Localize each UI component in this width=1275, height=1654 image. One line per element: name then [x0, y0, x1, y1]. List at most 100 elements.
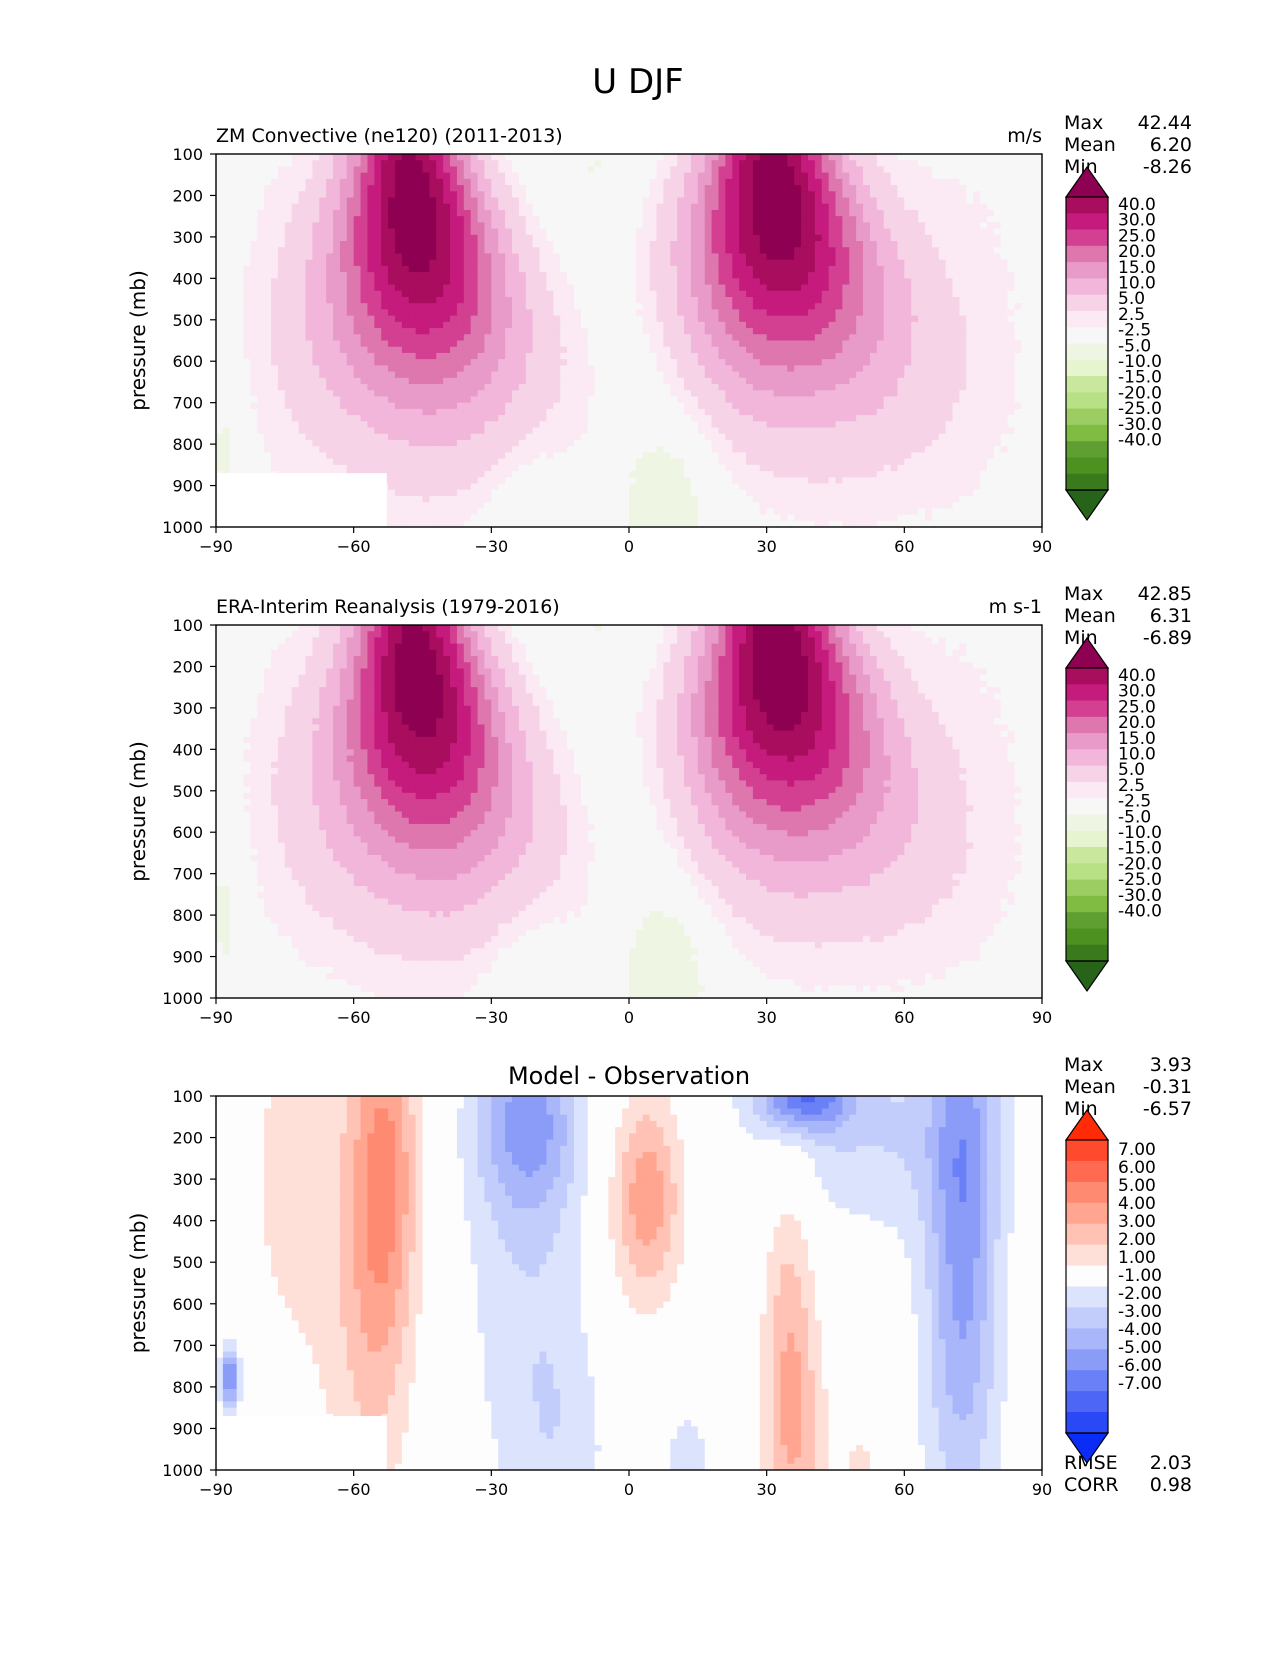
contour-cell — [725, 315, 733, 323]
contour-cell — [704, 259, 713, 267]
contour-cell — [863, 377, 871, 385]
contour-cell — [236, 352, 245, 360]
contour-cell — [732, 284, 740, 292]
contour-cell — [670, 371, 678, 379]
contour-cell — [229, 178, 238, 186]
contour-cell — [525, 222, 534, 230]
contour-cell — [828, 172, 837, 180]
contour-cell — [780, 228, 788, 236]
contour-cell — [505, 166, 513, 174]
contour-cell — [752, 315, 761, 323]
contour-cell — [966, 371, 974, 379]
contour-cell — [498, 309, 506, 317]
contour-cell — [656, 371, 665, 379]
contour-cell — [381, 390, 389, 398]
contour-cell — [257, 290, 265, 298]
contour-cell — [580, 272, 589, 279]
contour-cell — [498, 154, 506, 161]
contour-cell — [505, 328, 513, 335]
contour-cell — [938, 284, 947, 292]
contour-cell — [580, 352, 589, 360]
contour-cell — [264, 203, 272, 211]
contour-cell — [394, 203, 403, 211]
contour-cell — [326, 253, 334, 261]
contour-cell — [298, 172, 307, 180]
contour-cell — [890, 365, 899, 373]
contour-cell — [980, 365, 988, 373]
contour-cell — [1000, 241, 1009, 248]
contour-cell — [904, 265, 912, 273]
contour-cell — [360, 185, 369, 192]
contour-cell — [346, 371, 355, 379]
contour-cell — [931, 284, 940, 292]
contour-cell — [415, 334, 424, 342]
contour-cell — [1028, 185, 1036, 192]
contour-cell — [401, 315, 410, 323]
contour-cell — [704, 303, 713, 311]
contour-cell — [863, 371, 871, 379]
contour-cell — [580, 328, 589, 335]
contour-cell — [752, 284, 761, 292]
contour-cell — [374, 253, 382, 261]
contour-cell — [718, 222, 726, 230]
contour-cell — [856, 321, 864, 329]
contour-cell — [587, 197, 596, 205]
contour-cell — [608, 321, 616, 329]
contour-cell — [993, 209, 1002, 217]
contour-cell — [587, 222, 596, 230]
contour-cell — [766, 359, 775, 366]
contour-cell — [271, 253, 279, 261]
contour-cell — [642, 384, 651, 391]
contour-cell — [684, 197, 692, 205]
contour-cell — [684, 377, 692, 385]
contour-cell — [759, 303, 768, 311]
contour-cell — [346, 321, 355, 329]
contour-cell — [587, 340, 596, 348]
contour-cell — [498, 402, 506, 410]
contour-cell — [690, 284, 699, 292]
contour-cell — [250, 396, 258, 404]
contour-cell — [594, 284, 603, 292]
contour-cell — [918, 284, 926, 292]
contour-cell — [587, 315, 596, 323]
contour-cell — [401, 265, 410, 273]
contour-cell — [856, 352, 864, 360]
contour-cell — [856, 234, 864, 242]
contour-cell — [573, 259, 582, 267]
contour-cell — [608, 309, 616, 317]
contour-cell — [505, 160, 513, 168]
contour-cell — [312, 296, 320, 304]
contour-cell — [773, 203, 782, 211]
contour-cell — [615, 321, 623, 329]
contour-cell — [415, 377, 424, 385]
contour-cell — [897, 290, 905, 298]
contour-cell — [381, 166, 389, 174]
contour-cell — [319, 228, 327, 236]
contour-cell — [346, 166, 355, 174]
contour-cell — [993, 321, 1002, 329]
contour-cell — [401, 160, 410, 168]
contour-cell — [670, 290, 678, 298]
contour-cell — [787, 253, 795, 261]
contour-cell — [931, 402, 940, 410]
contour-cell — [869, 290, 878, 298]
contour-cell — [1028, 234, 1036, 242]
contour-cell — [787, 290, 795, 298]
contour-cell — [491, 408, 499, 416]
contour-cell — [326, 352, 334, 360]
contour-cell — [498, 290, 506, 298]
contour-cell — [986, 390, 995, 398]
contour-cell — [1007, 259, 1016, 267]
contour-cell — [560, 296, 568, 304]
contour-cell — [450, 172, 458, 180]
contour-cell — [346, 340, 355, 348]
contour-cell — [284, 203, 293, 211]
contour-cell — [1014, 197, 1022, 205]
contour-cell — [993, 203, 1002, 211]
contour-cell — [642, 303, 651, 311]
contour-cell — [298, 185, 307, 192]
contour-cell — [243, 166, 252, 174]
contour-cell — [752, 209, 761, 217]
contour-cell — [773, 209, 782, 217]
contour-cell — [422, 352, 430, 360]
